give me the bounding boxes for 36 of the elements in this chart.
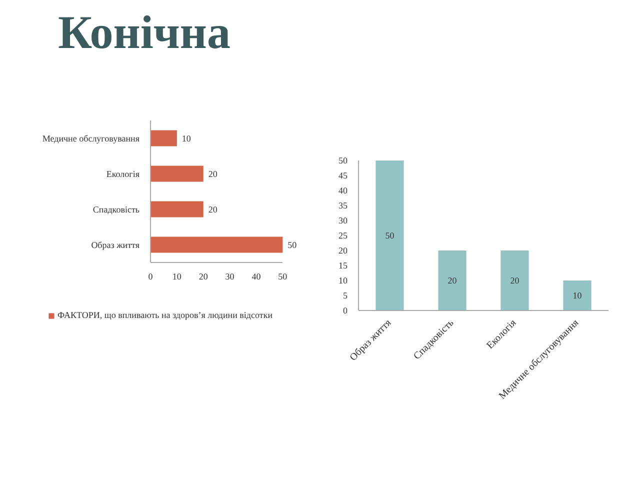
x-tick-label: 0 xyxy=(148,272,154,282)
y-tick-label: 50 xyxy=(338,156,348,166)
x-tick-label: 20 xyxy=(198,272,208,282)
data-label: 10 xyxy=(572,290,582,300)
bar xyxy=(150,201,204,218)
y-tick-label: 30 xyxy=(338,216,348,226)
y-tick-label: 5 xyxy=(343,290,348,300)
bar xyxy=(438,250,466,310)
x-tick-label: 40 xyxy=(252,272,262,282)
x-tick-label: 50 xyxy=(278,272,288,282)
data-label: 20 xyxy=(208,204,218,214)
bar xyxy=(563,280,592,310)
legend-label: ФАКТОРИ, що впливають на здоров’я людини відсотки xyxy=(57,310,273,320)
data-label: 50 xyxy=(385,230,395,240)
y-tick-label: Спадковість xyxy=(92,204,140,214)
y-tick-label: 15 xyxy=(338,260,348,270)
bar xyxy=(500,250,529,310)
y-tick-label: 20 xyxy=(338,246,348,256)
bar xyxy=(150,236,283,253)
data-label: 50 xyxy=(288,240,298,250)
y-tick-label: Екологія xyxy=(106,168,140,179)
data-label: 20 xyxy=(208,168,218,179)
bar xyxy=(150,166,204,182)
bar xyxy=(150,130,177,146)
y-tick-label: 25 xyxy=(338,230,348,240)
y-tick-label: 45 xyxy=(338,170,348,180)
y-tick-label: 35 xyxy=(338,200,348,210)
data-label: 10 xyxy=(182,133,192,144)
y-tick-label: 40 xyxy=(338,186,348,196)
x-tick-label: 30 xyxy=(225,272,235,282)
y-tick-label: Медичне обслуговування xyxy=(42,133,140,144)
chart-title: Конічна xyxy=(58,7,230,60)
y-tick-label: Образ життя xyxy=(91,240,140,250)
bar xyxy=(376,160,404,310)
y-tick-label: 0 xyxy=(343,306,348,316)
x-tick-label: 10 xyxy=(172,272,182,282)
